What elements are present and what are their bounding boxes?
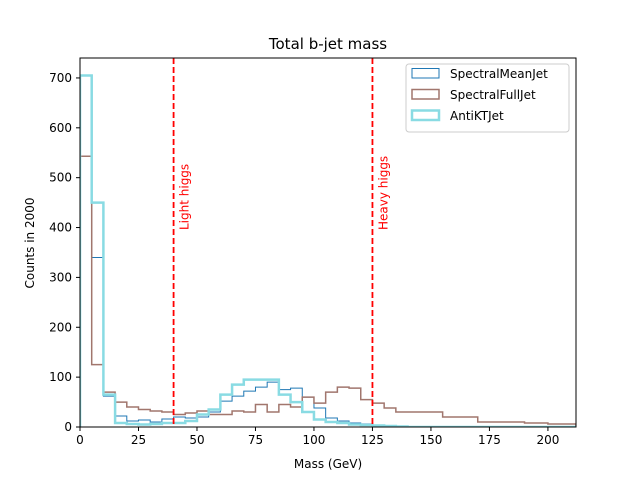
y-tick-label: 0 — [64, 420, 72, 434]
y-tick-label: 600 — [49, 121, 72, 135]
y-tick-label: 200 — [49, 320, 72, 334]
legend-label-spectralmeanjet: SpectralMeanJet — [450, 67, 548, 81]
legend: SpectralMeanJet SpectralFullJet AntiKTJet — [405, 63, 570, 133]
x-axis-label: Mass (GeV) — [294, 457, 362, 471]
x-tick-label: 75 — [248, 433, 263, 447]
plot-area: Light higgs Heavy higgs 0 25 50 75 100 125 150 17… — [49, 57, 577, 447]
legend-swatch-spectralmeanjet — [411, 68, 440, 79]
chart-title: Total b-jet mass — [268, 35, 387, 53]
y-tick-label: 700 — [49, 71, 72, 85]
histogram-series-spectralfulljet — [80, 155, 576, 427]
x-tick-label: 50 — [189, 433, 204, 447]
legend-label-antiktjet: AntiKTJet — [450, 109, 504, 123]
x-tick-label: 125 — [361, 433, 384, 447]
y-tick-label: 300 — [49, 270, 72, 284]
x-tick-label: 0 — [76, 433, 84, 447]
y-tick-label: 100 — [49, 370, 72, 384]
reference-line-label-1: Light higgs — [178, 164, 192, 230]
reference-line-label-2: Heavy higgs — [376, 156, 390, 230]
x-tick-label: 175 — [478, 433, 501, 447]
legend-label-spectralfulljet: SpectralFullJet — [450, 88, 536, 102]
x-tick-label: 150 — [419, 433, 442, 447]
axes-frame — [79, 57, 577, 428]
x-tick-label: 200 — [536, 433, 559, 447]
legend-box — [405, 63, 570, 133]
y-axis-label: Counts in 2000 — [23, 198, 37, 289]
y-tick-label: 500 — [49, 171, 72, 185]
legend-swatch-antiktjet — [410, 109, 441, 122]
x-tick-label: 100 — [303, 433, 326, 447]
y-tick-label: 400 — [49, 221, 72, 235]
legend-swatch-spectralfulljet — [411, 88, 440, 100]
x-tick-label: 25 — [131, 433, 146, 447]
